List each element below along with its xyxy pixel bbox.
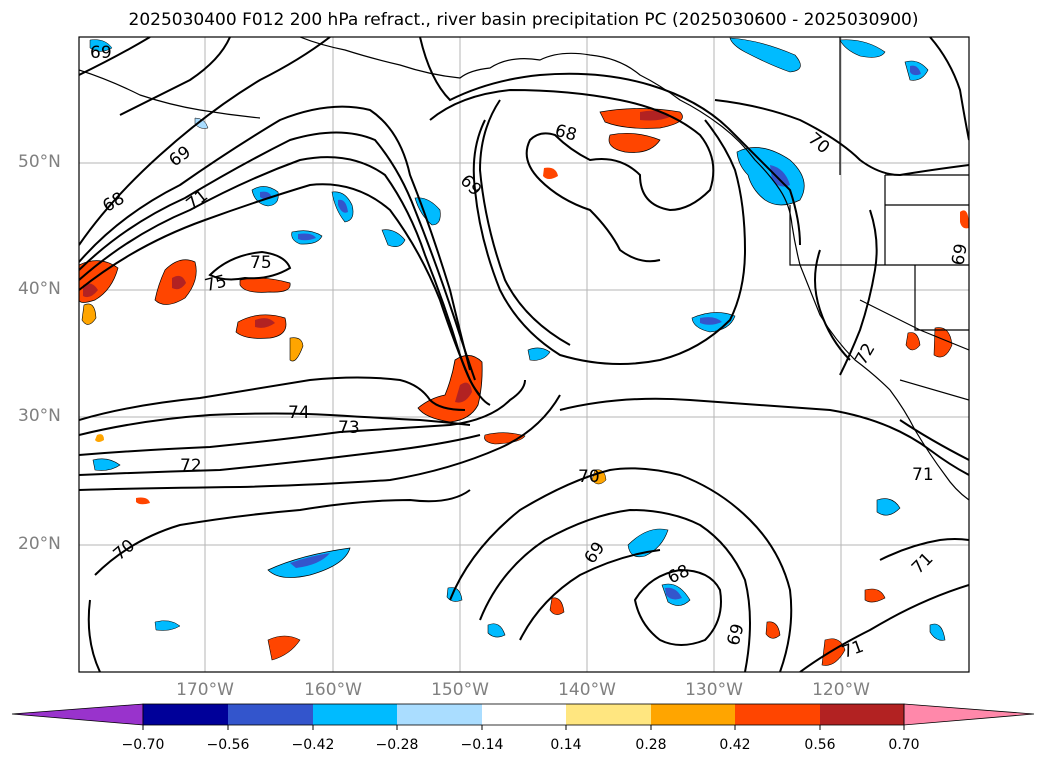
colorbar-tick-label: −0.14	[460, 737, 504, 753]
contour-label: 69	[948, 242, 971, 267]
colorbar-bin	[566, 704, 651, 725]
contour-label: 75	[250, 253, 272, 273]
colorbar-bin	[820, 704, 904, 725]
gridlines	[79, 37, 969, 672]
lat-label: 50°N	[18, 152, 61, 172]
refractivity-contours	[79, 37, 969, 672]
colorbar-bin	[228, 704, 313, 725]
colorbar-tick-label: 0.42	[719, 737, 751, 753]
contour-label: 71	[912, 465, 934, 485]
lon-label: 140°W	[558, 680, 616, 700]
precip-shading	[79, 37, 969, 666]
colorbar-tick-label: −0.28	[375, 737, 419, 753]
lat-label: 30°N	[18, 406, 61, 426]
colorbar-tick-label: 0.14	[550, 737, 582, 753]
colorbar-tick-label: −0.56	[206, 737, 250, 753]
colorbar-bin	[313, 704, 397, 725]
colorbar-extend-min	[11, 703, 144, 726]
lon-label: 120°W	[812, 680, 870, 700]
colorbar-bin	[651, 704, 735, 725]
colorbar-tick-label: 0.28	[635, 737, 667, 753]
colorbar-bin	[143, 704, 228, 725]
lon-label: 160°W	[304, 680, 362, 700]
colorbar-bin	[482, 704, 566, 725]
map-title: 2025030400 F012 200 hPa refract., river …	[128, 10, 919, 30]
lon-label: 150°W	[431, 680, 489, 700]
colorbar-extend-max	[903, 703, 1035, 726]
contour-label: 74	[288, 403, 310, 423]
colorbar-tick-label: 0.56	[804, 737, 836, 753]
contour-label: 69	[90, 43, 112, 63]
contour-label: 73	[338, 418, 360, 438]
colorbar-bin	[397, 704, 482, 725]
lon-label: 130°W	[685, 680, 743, 700]
colorbar	[11, 703, 1035, 730]
coastlines	[79, 37, 969, 501]
lat-label: 20°N	[18, 534, 61, 554]
colorbar-tick-label: −0.42	[291, 737, 335, 753]
contour-label: 70	[578, 467, 600, 487]
lat-label: 40°N	[18, 279, 61, 299]
colorbar-tick-label: −0.70	[121, 737, 165, 753]
contour-label: 72	[180, 456, 202, 476]
map-border	[78, 36, 970, 673]
map-area	[79, 37, 969, 672]
lon-label: 170°W	[176, 680, 234, 700]
colorbar-bin	[735, 704, 820, 725]
colorbar-tick-label: 0.70	[888, 737, 920, 753]
